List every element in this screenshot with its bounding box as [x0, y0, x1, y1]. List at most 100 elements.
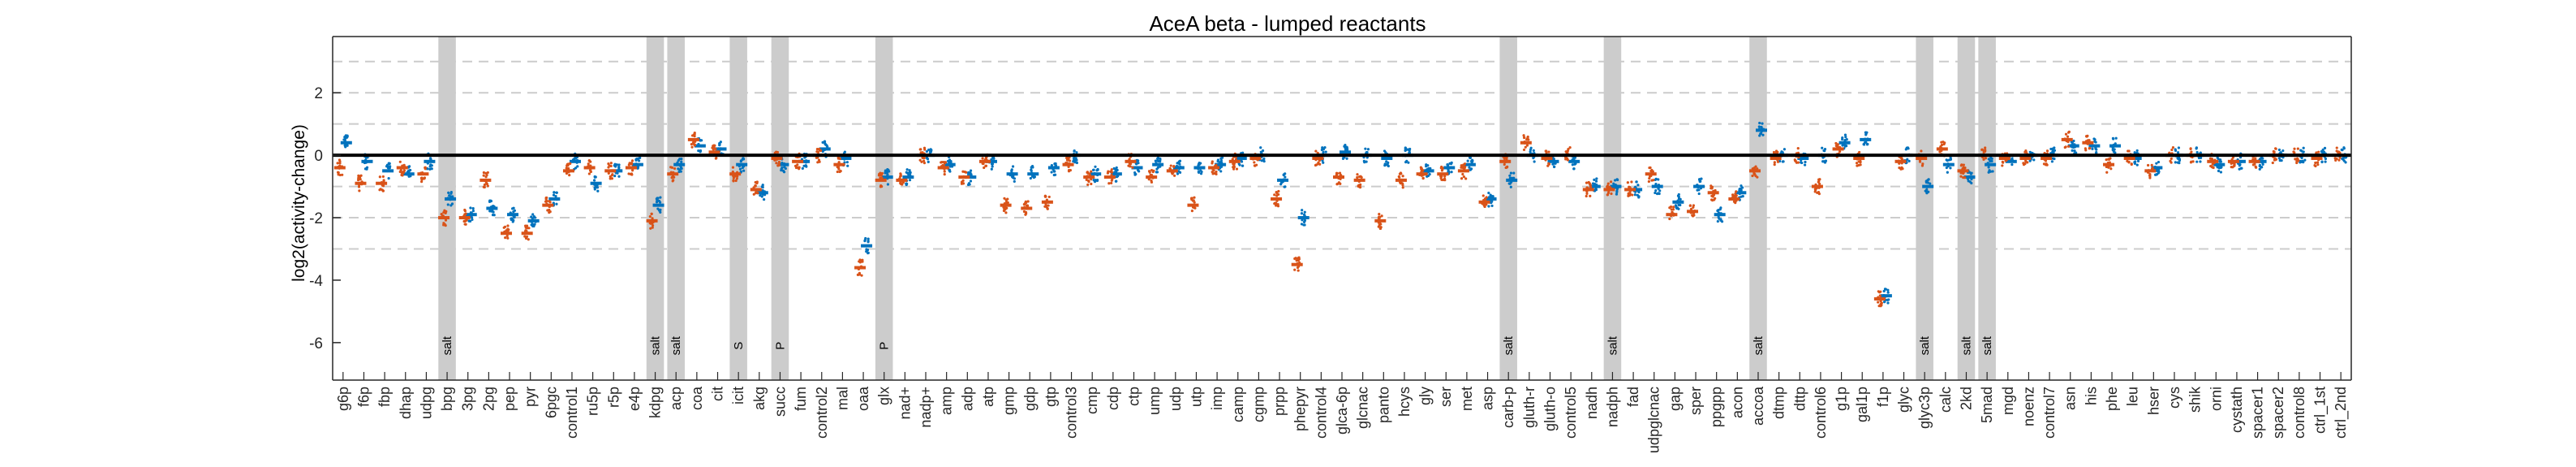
series-1-point-control7 [2045, 162, 2048, 166]
series-1-point-cdp [1110, 170, 1113, 173]
series-0-point-pep [512, 210, 515, 214]
x-tick-label-glyc: glyc [1896, 387, 1912, 413]
series-1-point-control6 [1816, 191, 1819, 194]
series-1-point-dttp [1796, 146, 1800, 150]
x-tick-label-gmp: gmp [1001, 387, 1017, 415]
series-0-point-dttp [1804, 163, 1807, 166]
series-0-point-mgd [2010, 163, 2014, 166]
series-0-point-ctrl-2nd [2340, 148, 2343, 151]
series-0-point-succ [780, 167, 783, 171]
series-0-point-udpg [430, 167, 433, 171]
series-0-point-atp [991, 165, 994, 168]
series-1-cluster-imp [1208, 160, 1220, 176]
series-1-point-nadp [922, 156, 926, 160]
x-tick-label-phe: phe [2104, 387, 2120, 411]
series-0-point-mal [845, 157, 849, 160]
series-1-cluster-hser [2144, 163, 2157, 179]
series-1-point-dtmp [1773, 161, 1776, 164]
series-0-point-g6p [344, 145, 347, 149]
series-1-point-accoa [1751, 174, 1754, 178]
series-0-point-udp [1176, 172, 1180, 175]
series-1-point-nad [901, 179, 905, 182]
series-0-point-mgd [2010, 157, 2014, 160]
series-0-point-g1p [1845, 138, 1848, 141]
series-0-point-glyc [1905, 146, 1908, 149]
series-1-point-udpg [419, 176, 424, 179]
series-1-point-acon [1735, 197, 1738, 201]
series-1-point-prpp [1275, 204, 1278, 207]
series-1-point-glyc [1900, 162, 1903, 165]
series-0-point-dtmp [1781, 151, 1784, 154]
series-1-point-ctrl-2nd [2333, 157, 2337, 160]
data-layer [333, 121, 2350, 308]
series-1-cluster-met [1457, 162, 1469, 180]
series-0-point-g6p [342, 138, 346, 141]
series-0-point-mal [845, 161, 849, 164]
series-1-point-orni [2210, 165, 2213, 169]
series-0-point-ump [1156, 157, 1159, 160]
x-tick-label-cmp: cmp [1084, 387, 1100, 414]
series-1-point-succ [773, 151, 776, 154]
series-0-point-akg [760, 195, 763, 198]
series-1-point-2pg [482, 171, 485, 175]
series-0-point-control8 [2301, 159, 2304, 162]
series-0-point-leu [2136, 159, 2140, 163]
series-1-point-control6 [1813, 190, 1817, 193]
series-0-point-ctrl-1st [2324, 157, 2328, 161]
series-0-point-mal [846, 164, 849, 167]
series-1-point-sper [1691, 210, 1694, 214]
series-1-point-g1p [1834, 141, 1838, 145]
series-0-point-oaa [863, 238, 867, 242]
series-1-cluster-gmp [1000, 197, 1012, 214]
series-1-point-ctrl-2nd [2337, 150, 2341, 154]
series-1-cluster-control1 [562, 162, 574, 177]
series-0-cluster-met [1464, 156, 1476, 172]
series-1-point-6pgc [548, 211, 551, 214]
series-0-point-g1p [1844, 136, 1847, 139]
series-0-point-coa [696, 144, 700, 147]
series-1-cluster-ser [1437, 165, 1449, 182]
series-1-point-panto [1379, 223, 1383, 226]
series-0-point-pyr [533, 216, 536, 219]
series-0-point-gly [1425, 163, 1428, 166]
series-0-point-spacer1 [2258, 167, 2261, 171]
series-0-point-udpg [426, 162, 429, 165]
series-1-point-5mad [1982, 158, 1985, 161]
series-1-point-dhap [401, 164, 404, 167]
series-0-point-fum [801, 166, 804, 170]
series-0-point-glx [886, 168, 889, 171]
series-1-point-acp [673, 166, 677, 171]
series-1-point-met [1462, 163, 1465, 166]
x-tick-label-coa: coa [689, 386, 705, 410]
series-0-point-nadph [1612, 182, 1615, 185]
series-1-cluster-acp [667, 166, 679, 183]
series-1-point-g6p [340, 165, 344, 168]
series-0-point-carb-p [1510, 180, 1513, 184]
series-1-point-calc [1938, 150, 1942, 154]
series-0-point-spacer1 [2258, 158, 2262, 161]
series-1-point-gly [1420, 171, 1423, 174]
series-0-point-e4p [638, 159, 641, 162]
series-1-point-gtp [1046, 206, 1049, 210]
series-1-cluster-glx [875, 171, 887, 188]
x-tick-label-pyr: pyr [523, 387, 539, 407]
x-tick-label-ctrl-1st: ctrl_1st [2312, 387, 2329, 434]
series-1-point-e4p [630, 159, 634, 162]
series-0-point-5mad [1988, 158, 1991, 161]
series-1-point-glx [880, 184, 884, 188]
series-0-point-cys [2174, 148, 2177, 151]
series-1-point-acon [1732, 200, 1736, 203]
shade-label-kdpg: salt [649, 335, 663, 355]
series-1-point-fad [1628, 189, 1632, 193]
series-1-point-ru5p [590, 166, 593, 170]
series-0-point-ru5p [596, 189, 600, 192]
series-1-point-dtmp [1776, 160, 1780, 163]
series-1-point-cys [2169, 159, 2172, 163]
series-0-point-ser [1450, 161, 1453, 164]
series-1-point-hser [2146, 171, 2150, 174]
series-0-point-phepyr [1301, 218, 1304, 222]
series-1-point-hser [2151, 167, 2154, 171]
series-1-point-sper [1692, 205, 1695, 210]
series-1-point-gal1p [1858, 150, 1861, 154]
series-1-cluster-asn [2061, 130, 2073, 149]
